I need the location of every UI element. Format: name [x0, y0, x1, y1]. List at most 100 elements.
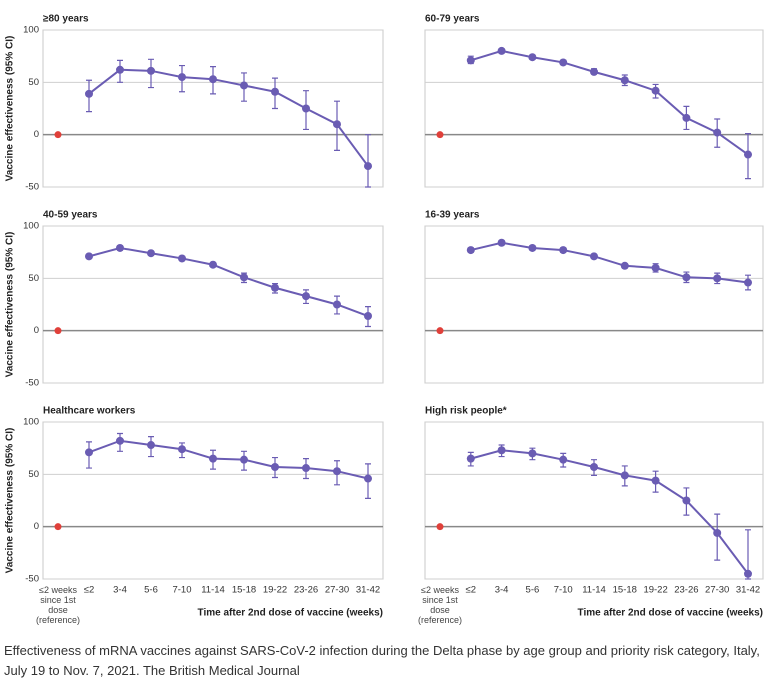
- x-tick-label: ≤2 weeks since 1st dose (reference): [418, 585, 462, 625]
- chart-grid: -50 0 50 100 Vaccine effectiveness (95% CI) ≥…: [5, 14, 764, 625]
- x-tick-label: 31-42: [736, 585, 760, 596]
- plot-frame: [424, 29, 764, 188]
- data-point: [240, 81, 248, 90]
- data-point: [209, 260, 217, 269]
- reference-point: [54, 131, 62, 139]
- data-point: [147, 66, 155, 75]
- data-point: [302, 104, 310, 113]
- data-point: [116, 243, 124, 252]
- data-point: [497, 446, 506, 455]
- x-axis-label: Time after 2nd dose of vaccine (weeks): [198, 608, 383, 619]
- x-tick-label: 5-6: [526, 585, 540, 596]
- x-tick-label: 15-18: [613, 585, 637, 596]
- plot-frame: [42, 421, 384, 580]
- data-point: [528, 53, 537, 62]
- panel-title: Healthcare workers: [43, 406, 136, 417]
- x-tick-label: ≤2: [84, 585, 95, 596]
- plot-frame: [42, 225, 384, 384]
- data-point: [590, 67, 598, 76]
- series-line: [470, 49, 749, 156]
- data-point: [744, 278, 752, 287]
- y-tick-label: -50: [25, 378, 39, 389]
- y-axis-label: Vaccine effectiveness (95% CI): [5, 232, 16, 378]
- data-point: [178, 254, 186, 263]
- x-tick-label: 27-30: [325, 585, 349, 596]
- data-point: [651, 263, 660, 272]
- data-point: [559, 58, 568, 67]
- data-point: [590, 252, 598, 261]
- data-point: [271, 463, 279, 472]
- data-point: [85, 89, 93, 98]
- data-point: [466, 56, 475, 65]
- y-tick-label: 0: [34, 129, 39, 140]
- data-point: [271, 87, 279, 96]
- caption: Effectiveness of mRNA vaccines against S…: [4, 643, 760, 678]
- plot-frame: [424, 421, 764, 580]
- y-tick-label: -50: [25, 574, 39, 585]
- panel-title: 16-39 years: [425, 210, 480, 221]
- data-point: [620, 471, 629, 480]
- data-point: [147, 249, 155, 258]
- x-tick-label: 3-4: [113, 585, 127, 596]
- data-point: [302, 464, 310, 473]
- data-point: [682, 496, 691, 505]
- data-point: [178, 445, 186, 454]
- data-point: [559, 246, 568, 255]
- data-point: [497, 238, 506, 247]
- data-point: [209, 75, 217, 84]
- error-bar: [365, 134, 371, 188]
- data-point: [364, 312, 372, 321]
- panel-title: 60-79 years: [425, 14, 480, 25]
- y-tick-label: 0: [34, 521, 39, 532]
- data-point: [364, 162, 372, 171]
- x-tick-label: 7-10: [554, 585, 573, 596]
- x-tick-label: 19-22: [643, 585, 667, 596]
- reference-point: [54, 327, 62, 335]
- data-point: [333, 120, 341, 129]
- data-point: [209, 454, 217, 463]
- panel-title: ≥80 years: [43, 14, 89, 25]
- reference-point: [436, 523, 444, 531]
- data-point: [85, 252, 93, 261]
- panel-title: 40-59 years: [43, 210, 98, 221]
- reference-point: [436, 131, 444, 139]
- data-point: [744, 150, 752, 159]
- y-axis-label: Vaccine effectiveness (95% CI): [5, 36, 16, 182]
- data-point: [178, 73, 186, 82]
- data-point: [713, 274, 722, 283]
- series-line: [88, 68, 369, 167]
- y-tick-label: 50: [28, 273, 39, 284]
- y-tick-label: 0: [34, 325, 39, 336]
- x-tick-label: 27-30: [705, 585, 729, 596]
- data-point: [682, 113, 691, 122]
- data-point: [147, 441, 155, 450]
- x-tick-label: 23-26: [674, 585, 698, 596]
- x-tick-label: 31-42: [356, 585, 380, 596]
- data-point: [713, 528, 722, 537]
- data-point: [85, 448, 93, 457]
- x-tick-label: 5-6: [144, 585, 158, 596]
- x-tick-label: 15-18: [232, 585, 256, 596]
- data-point: [559, 455, 568, 464]
- data-point: [466, 246, 475, 255]
- series-line: [470, 449, 749, 575]
- data-point: [744, 569, 752, 578]
- y-tick-label: 100: [23, 221, 39, 232]
- series-line: [88, 439, 369, 480]
- reference-point: [436, 327, 444, 335]
- data-point: [333, 467, 341, 476]
- data-point: [528, 449, 537, 458]
- series-line: [88, 246, 369, 317]
- y-tick-label: 50: [28, 77, 39, 88]
- reference-point: [54, 523, 62, 531]
- x-tick-label: 23-26: [294, 585, 318, 596]
- data-point: [620, 76, 629, 85]
- data-point: [116, 436, 124, 445]
- x-tick-label: 11-14: [201, 585, 225, 596]
- data-point: [651, 86, 660, 95]
- y-tick-label: 50: [28, 469, 39, 480]
- x-axis-label: Time after 2nd dose of vaccine (weeks): [578, 608, 763, 619]
- data-point: [333, 300, 341, 309]
- y-tick-label: -50: [25, 182, 39, 193]
